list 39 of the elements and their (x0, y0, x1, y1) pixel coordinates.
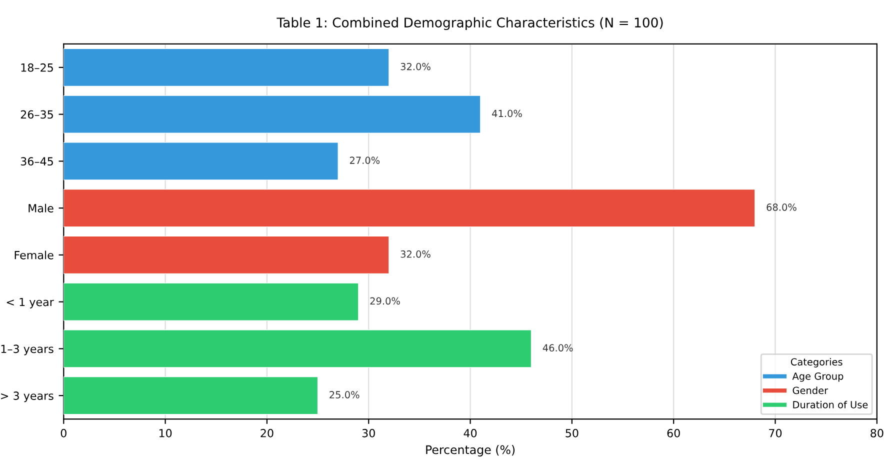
legend-label: Duration of Use (793, 400, 868, 408)
x-tick-label: 60 (667, 428, 680, 438)
bar (64, 236, 390, 274)
bar (64, 282, 359, 321)
data-label: 29.0% (370, 297, 400, 305)
y-tick-label: 18–25 (21, 63, 53, 72)
x-tick-label: 10 (159, 428, 172, 438)
x-tick-label: 80 (870, 428, 884, 438)
y-tick-label: 36–45 (20, 157, 53, 166)
y-tick-label: Female (14, 250, 54, 260)
bar (64, 95, 481, 134)
bar (64, 188, 756, 228)
y-tick-label: Male (28, 204, 54, 212)
bar (64, 142, 338, 180)
data-label: 32.0% (400, 250, 430, 258)
legend-label: Age Group (792, 372, 844, 382)
x-tick-label: 70 (769, 428, 782, 438)
data-label: 41.0% (492, 110, 522, 118)
data-label: 68.0% (766, 204, 796, 211)
x-tick-label: 30 (362, 428, 375, 438)
y-tick-label: 26–35 (20, 110, 53, 119)
y-tick-label: < 1 year (6, 298, 54, 308)
legend-title: Categories (790, 358, 842, 368)
data-label: 25.0% (330, 391, 360, 398)
legend-label: Gender (792, 386, 828, 394)
data-label: 27.0% (350, 156, 380, 164)
bar (64, 376, 318, 415)
x-tick-label: 0 (60, 428, 66, 438)
bar (64, 330, 532, 368)
x-tick-label: 40 (464, 428, 477, 438)
x-tick-label: 50 (566, 428, 578, 438)
bar (64, 48, 390, 87)
x-axis-title: Percentage (%) (426, 445, 515, 456)
x-tick-label: 20 (260, 428, 274, 438)
y-tick-label: > 3 years (1, 392, 54, 402)
data-label: 32.0% (400, 62, 430, 70)
chart-title: Table 1: Combined Demographic Characteristics (N = 100) (276, 17, 663, 30)
y-tick-label: 1–3 years (1, 344, 54, 356)
data-label: 46.0% (542, 344, 573, 352)
